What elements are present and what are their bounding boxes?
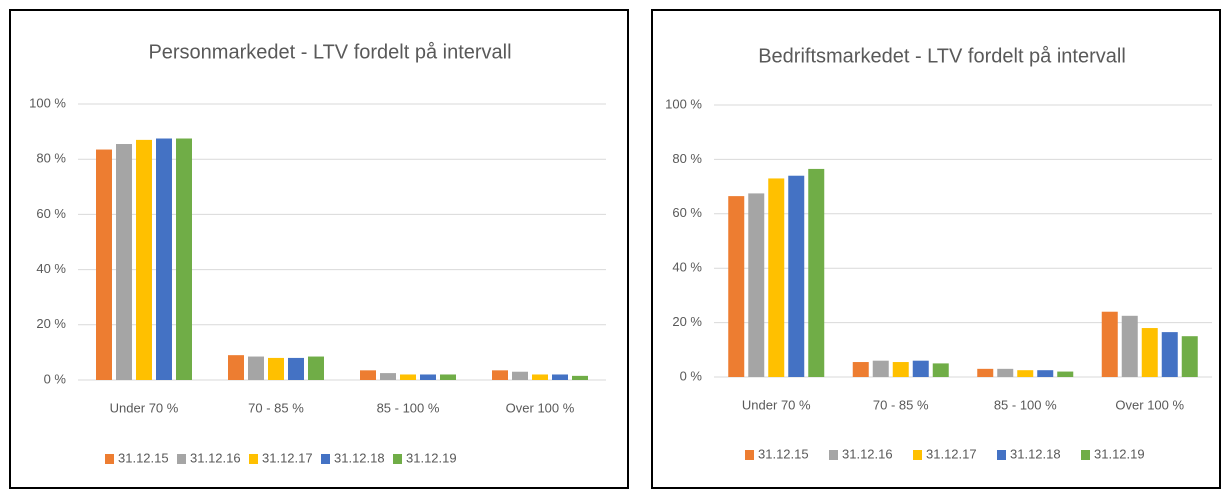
x-tick-label: Under 70 %: [742, 397, 811, 412]
bar: [1017, 370, 1034, 377]
bar: [1181, 336, 1198, 377]
legend-swatch: [321, 454, 330, 464]
legend-label: 31.12.17: [262, 450, 313, 465]
y-tick-label: 0 %: [680, 368, 703, 383]
legend-label: 31.12.15: [758, 446, 809, 461]
bar: [1161, 332, 1178, 377]
y-tick-label: 60 %: [36, 206, 66, 221]
bar: [997, 368, 1014, 377]
legend-swatch: [249, 454, 258, 464]
bar: [572, 375, 588, 380]
bar: [380, 373, 396, 380]
bar: [512, 371, 528, 380]
x-tick-label: Over 100 %: [1115, 397, 1184, 412]
chart-frame: [651, 9, 1221, 489]
legend-swatch: [913, 450, 922, 460]
legend-swatch: [393, 454, 402, 464]
legend-label: 31.12.18: [1010, 446, 1061, 461]
bar: [768, 178, 785, 377]
legend-swatch: [745, 450, 754, 460]
y-tick-label: 60 %: [672, 205, 702, 220]
x-tick-label: Under 70 %: [110, 400, 179, 415]
bar: [1037, 370, 1054, 377]
x-tick-label: 85 - 100 %: [994, 397, 1057, 412]
x-tick-label: 85 - 100 %: [377, 400, 440, 415]
bar: [788, 175, 805, 377]
y-tick-label: 80 %: [36, 151, 66, 166]
bar: [1101, 311, 1118, 377]
bar: [748, 193, 765, 377]
bar: [400, 374, 416, 380]
bar: [1121, 315, 1138, 377]
bar: [852, 362, 869, 377]
bar: [532, 374, 548, 380]
bar: [892, 362, 909, 377]
bar: [977, 368, 994, 377]
y-tick-label: 40 %: [672, 260, 702, 275]
bar: [116, 144, 132, 380]
legend-swatch: [105, 454, 114, 464]
bar: [156, 138, 172, 380]
chart-title: Personmarkedet - LTV fordelt på interval…: [148, 41, 511, 63]
bar: [308, 356, 324, 380]
bar: [176, 138, 192, 380]
y-tick-label: 0 %: [44, 371, 67, 386]
bar: [248, 356, 264, 380]
bar: [492, 370, 508, 380]
bar: [228, 355, 244, 380]
bar: [420, 374, 436, 380]
y-tick-label: 20 %: [672, 314, 702, 329]
x-tick-label: 70 - 85 %: [873, 397, 929, 412]
legend-swatch: [1081, 450, 1090, 460]
legend-label: 31.12.16: [190, 450, 241, 465]
bar: [1141, 328, 1158, 377]
bar: [96, 149, 112, 380]
y-tick-label: 100 %: [665, 96, 702, 111]
legend-swatch: [177, 454, 186, 464]
legend-swatch: [829, 450, 838, 460]
chart-title: Bedriftsmarkedet - LTV fordelt på interv…: [758, 45, 1126, 67]
bar: [440, 374, 456, 380]
y-tick-label: 20 %: [36, 316, 66, 331]
y-tick-label: 80 %: [672, 151, 702, 166]
y-tick-label: 40 %: [36, 261, 66, 276]
legend-label: 31.12.16: [842, 446, 893, 461]
bar: [808, 168, 825, 377]
legend-swatch: [997, 450, 1006, 460]
chart-frame: [9, 9, 629, 489]
legend-label: 31.12.18: [334, 450, 385, 465]
bar: [872, 360, 889, 377]
legend-label: 31.12.19: [1094, 446, 1145, 461]
legend-label: 31.12.19: [406, 450, 457, 465]
bar: [932, 363, 949, 377]
bar: [288, 357, 304, 380]
bar: [136, 139, 152, 380]
bar: [1057, 371, 1074, 377]
bar: [268, 357, 284, 380]
bar: [360, 370, 376, 380]
legend-label: 31.12.17: [926, 446, 977, 461]
bar: [552, 374, 568, 380]
legend-label: 31.12.15: [118, 450, 169, 465]
bar: [728, 196, 745, 377]
y-tick-label: 100 %: [29, 95, 66, 110]
x-tick-label: 70 - 85 %: [248, 400, 304, 415]
x-tick-label: Over 100 %: [506, 400, 575, 415]
bar: [912, 360, 929, 377]
